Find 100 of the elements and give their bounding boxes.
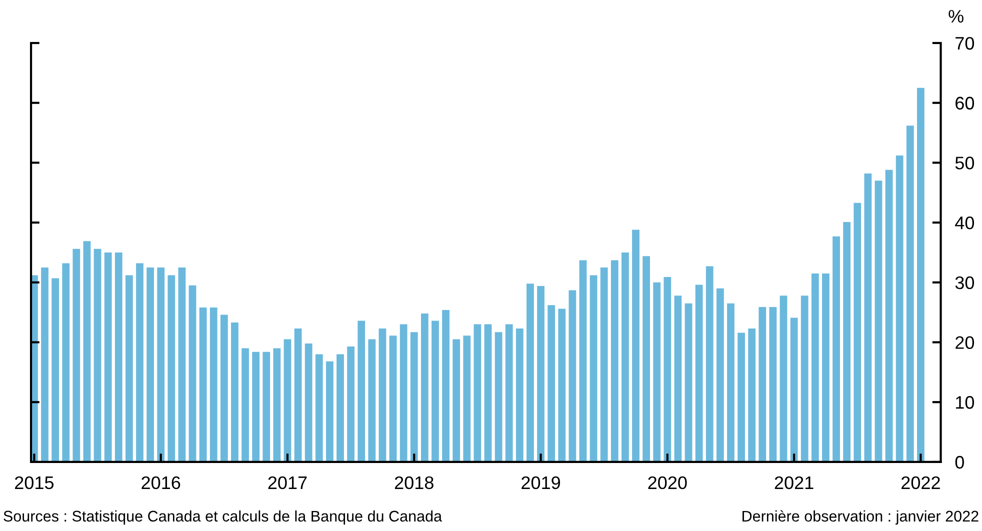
bar xyxy=(832,236,840,462)
x-tick-label: 2020 xyxy=(648,476,687,490)
bar xyxy=(653,282,661,462)
bar xyxy=(822,273,830,462)
x-tick-label: 2015 xyxy=(15,476,54,490)
bar xyxy=(400,324,408,462)
y-tick-label: 10 xyxy=(956,396,974,409)
bar xyxy=(494,332,502,462)
bar xyxy=(716,288,724,462)
y-tick-label: 60 xyxy=(956,96,974,110)
bar xyxy=(664,277,672,462)
bar xyxy=(695,284,703,462)
bar xyxy=(484,324,492,462)
x-tick-label: 2021 xyxy=(774,476,814,490)
bar xyxy=(706,266,714,462)
bar xyxy=(114,252,122,462)
bar xyxy=(442,310,450,462)
bar xyxy=(410,332,418,462)
bar xyxy=(769,306,777,462)
bar xyxy=(558,308,566,462)
bar xyxy=(315,354,323,462)
x-tick-label: 2019 xyxy=(522,476,560,490)
bar xyxy=(610,260,618,462)
bar xyxy=(548,305,556,462)
source-note: Sources : Statistique Canada et calculs de la Banque du Canada xyxy=(4,510,442,525)
bar xyxy=(780,296,788,462)
x-tick-label: 2022 xyxy=(902,476,940,490)
bar xyxy=(252,352,260,462)
bar xyxy=(727,303,734,462)
bar xyxy=(72,248,80,462)
bar xyxy=(104,252,112,462)
bar xyxy=(896,156,904,462)
bar xyxy=(168,275,176,462)
x-tick-label: 2017 xyxy=(268,476,307,490)
bar xyxy=(790,318,798,462)
y-tick-label: 30 xyxy=(955,276,974,290)
bar xyxy=(347,346,354,462)
bar xyxy=(579,260,587,462)
bar xyxy=(83,241,91,462)
bar xyxy=(294,328,302,462)
bar xyxy=(378,328,386,462)
bar xyxy=(220,314,228,462)
bar xyxy=(94,248,102,462)
y-tick-label: 40 xyxy=(955,216,974,230)
bar xyxy=(642,256,650,462)
bar xyxy=(326,361,334,462)
bar xyxy=(284,339,292,462)
x-tick-label: 2018 xyxy=(394,476,434,490)
bar xyxy=(452,339,460,462)
bar xyxy=(432,320,439,462)
bar xyxy=(537,286,544,462)
bar xyxy=(31,275,38,462)
bar xyxy=(590,275,598,462)
bar xyxy=(568,290,576,462)
bar xyxy=(157,267,165,462)
bar xyxy=(262,352,270,462)
bar xyxy=(463,336,471,462)
bar xyxy=(188,285,196,462)
bar xyxy=(526,284,534,462)
bar xyxy=(516,328,524,462)
bar xyxy=(748,328,756,462)
bar xyxy=(199,308,207,462)
bar xyxy=(358,320,366,462)
bar xyxy=(906,126,914,462)
bar xyxy=(674,296,682,462)
bar xyxy=(843,222,851,462)
bar xyxy=(52,278,59,462)
bar xyxy=(811,273,819,462)
bar xyxy=(273,348,281,462)
y-tick-label: 70 xyxy=(956,36,974,50)
bar xyxy=(600,267,608,462)
bar xyxy=(389,336,397,462)
y-axis-title: % xyxy=(948,10,964,23)
bar xyxy=(136,263,144,462)
bar xyxy=(125,275,133,462)
bar xyxy=(684,303,692,462)
bar xyxy=(854,202,862,462)
bar xyxy=(874,180,882,462)
bar xyxy=(885,170,893,462)
bar xyxy=(758,306,766,462)
text: Dernière observation : janvier 2022 xyxy=(742,510,978,525)
y-tick-label: 0 xyxy=(955,456,964,469)
y-tick-label: 20 xyxy=(956,336,974,349)
bar xyxy=(474,324,482,462)
bar xyxy=(738,332,745,462)
bar xyxy=(231,322,238,462)
bar xyxy=(178,267,186,462)
x-tick-label: 2016 xyxy=(142,476,180,490)
bar xyxy=(917,88,924,462)
bar xyxy=(420,314,428,462)
bar xyxy=(146,267,154,462)
bar xyxy=(41,267,48,462)
y-tick-label: 50 xyxy=(955,156,974,170)
bar xyxy=(505,324,513,462)
bar xyxy=(62,263,70,462)
bar xyxy=(242,348,249,462)
bar xyxy=(632,230,640,462)
bar xyxy=(622,252,629,462)
bar xyxy=(304,343,312,462)
bar xyxy=(864,173,872,462)
